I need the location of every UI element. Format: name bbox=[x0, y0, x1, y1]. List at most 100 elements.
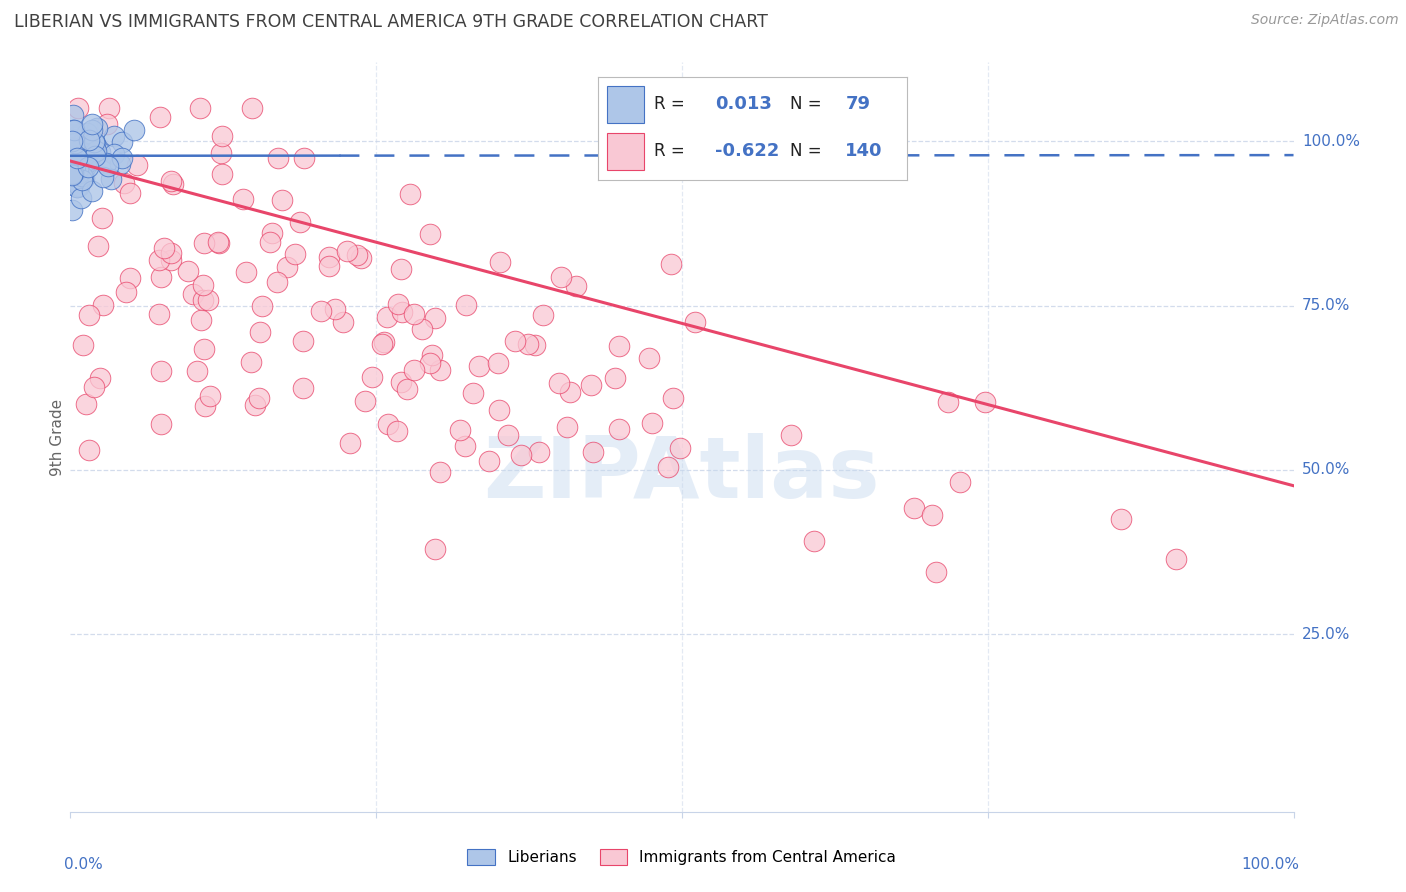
Text: 75.0%: 75.0% bbox=[1302, 298, 1350, 313]
Point bbox=[97, 159, 120, 173]
Point bbox=[419, 355, 441, 369]
Point bbox=[276, 260, 298, 275]
Point bbox=[391, 375, 413, 389]
Point bbox=[111, 135, 134, 149]
Point bbox=[60, 168, 83, 182]
Text: LIBERIAN VS IMMIGRANTS FROM CENTRAL AMERICA 9TH GRADE CORRELATION CHART: LIBERIAN VS IMMIGRANTS FROM CENTRAL AMER… bbox=[14, 13, 768, 31]
Point bbox=[148, 307, 170, 321]
Point bbox=[271, 194, 294, 208]
Bar bbox=[607, 133, 644, 169]
Point bbox=[391, 304, 413, 318]
Text: R =: R = bbox=[654, 95, 685, 113]
Point bbox=[402, 363, 425, 377]
Point bbox=[66, 151, 89, 165]
Point bbox=[73, 149, 96, 163]
Point bbox=[419, 227, 441, 241]
Point bbox=[489, 255, 512, 269]
Point bbox=[149, 364, 172, 378]
Point bbox=[503, 334, 526, 349]
Point bbox=[349, 251, 371, 265]
Point bbox=[73, 159, 96, 173]
Point bbox=[249, 325, 271, 339]
Point bbox=[86, 121, 108, 136]
Point bbox=[288, 215, 311, 229]
Point bbox=[66, 180, 89, 194]
Legend: Liberians, Immigrants from Central America: Liberians, Immigrants from Central Ameri… bbox=[461, 843, 903, 871]
Point bbox=[75, 397, 97, 411]
Point bbox=[607, 339, 630, 353]
Point bbox=[266, 275, 288, 289]
Point bbox=[125, 158, 148, 172]
Point bbox=[149, 110, 172, 124]
Point bbox=[339, 435, 361, 450]
Point bbox=[361, 370, 384, 384]
Point bbox=[555, 419, 578, 434]
Point bbox=[79, 308, 101, 322]
Text: 100.0%: 100.0% bbox=[1302, 134, 1360, 149]
Text: 0.013: 0.013 bbox=[716, 95, 772, 113]
Point bbox=[454, 439, 477, 453]
Point bbox=[83, 136, 105, 150]
Point bbox=[148, 253, 170, 268]
Point bbox=[150, 417, 173, 432]
Point bbox=[62, 169, 84, 183]
Point bbox=[550, 269, 572, 284]
Point bbox=[73, 145, 96, 160]
Point bbox=[456, 298, 478, 312]
Text: N =: N = bbox=[790, 95, 821, 113]
Point bbox=[396, 382, 419, 396]
Point bbox=[579, 378, 602, 392]
Point bbox=[803, 534, 825, 549]
Point bbox=[70, 173, 93, 187]
Point bbox=[191, 293, 214, 308]
Point bbox=[83, 137, 105, 152]
Point bbox=[60, 141, 83, 155]
Point bbox=[188, 102, 211, 116]
Point bbox=[404, 307, 426, 321]
Text: R =: R = bbox=[654, 143, 685, 161]
Point bbox=[239, 354, 262, 368]
Point bbox=[208, 235, 231, 250]
Point bbox=[235, 265, 257, 279]
Point bbox=[65, 156, 87, 170]
Point bbox=[60, 203, 83, 218]
Point bbox=[903, 501, 925, 516]
Point bbox=[62, 169, 84, 183]
Point bbox=[449, 423, 471, 437]
Point bbox=[60, 131, 83, 145]
Point bbox=[659, 257, 682, 271]
Point bbox=[60, 158, 83, 172]
Point bbox=[160, 253, 183, 268]
Text: -0.622: -0.622 bbox=[716, 143, 780, 161]
Point bbox=[65, 159, 87, 173]
Point bbox=[62, 123, 84, 137]
Point bbox=[62, 151, 84, 165]
Point bbox=[93, 170, 115, 185]
Point bbox=[486, 356, 509, 370]
Point bbox=[66, 162, 89, 177]
Point bbox=[89, 145, 111, 159]
Point bbox=[120, 270, 142, 285]
Point bbox=[66, 151, 89, 165]
Point bbox=[63, 142, 86, 156]
Point bbox=[162, 177, 184, 191]
Point bbox=[65, 130, 87, 145]
Point bbox=[683, 315, 706, 329]
Point bbox=[523, 338, 546, 352]
Point bbox=[62, 166, 84, 180]
Point bbox=[97, 102, 120, 116]
Point bbox=[291, 381, 314, 395]
Point bbox=[70, 152, 93, 166]
Point bbox=[423, 542, 446, 557]
Point bbox=[62, 150, 84, 164]
Point bbox=[420, 348, 443, 362]
Point bbox=[60, 134, 83, 148]
Point bbox=[547, 376, 569, 390]
Point bbox=[375, 310, 398, 324]
Point bbox=[153, 241, 176, 255]
Point bbox=[177, 264, 200, 278]
Point bbox=[346, 248, 368, 262]
Text: 140: 140 bbox=[845, 143, 883, 161]
Point bbox=[77, 443, 100, 458]
Point bbox=[603, 371, 626, 385]
